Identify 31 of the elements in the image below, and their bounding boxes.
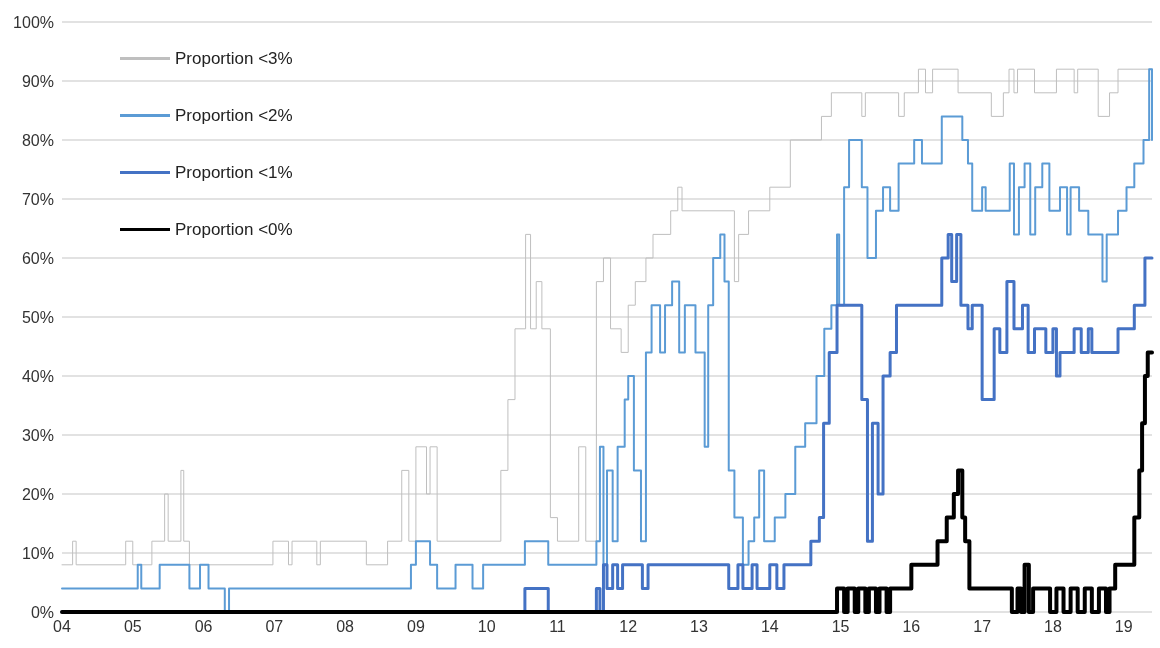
- y-tick-label: 30%: [21, 426, 54, 444]
- x-tick-label: 15: [831, 617, 850, 635]
- y-tick-label: 20%: [21, 485, 54, 503]
- x-tick-label: 18: [1044, 617, 1062, 635]
- y-tick-label: 100%: [13, 13, 54, 31]
- legend-label: Proportion <0%: [175, 220, 293, 239]
- legend-label: Proportion <1%: [175, 163, 293, 182]
- y-tick-label: 10%: [21, 544, 54, 562]
- legend-label: Proportion <2%: [175, 106, 293, 125]
- y-tick-label: 0%: [30, 603, 54, 621]
- x-tick-label: 06: [194, 617, 213, 635]
- x-tick-label: 14: [760, 617, 779, 635]
- x-tick-label: 10: [477, 617, 496, 635]
- y-tick-label: 70%: [21, 190, 54, 208]
- x-tick-label: 11: [549, 617, 566, 635]
- x-tick-label: 07: [265, 617, 284, 635]
- y-tick-label: 80%: [21, 131, 54, 149]
- x-tick-label: 16: [902, 617, 921, 635]
- x-tick-label: 17: [973, 617, 992, 635]
- y-tick-label: 40%: [21, 367, 54, 385]
- x-tick-label: 05: [123, 617, 142, 635]
- x-tick-label: 12: [619, 617, 638, 635]
- x-tick-label: 04: [53, 617, 71, 635]
- x-tick-label: 08: [336, 617, 355, 635]
- y-tick-label: 90%: [21, 72, 54, 90]
- x-tick-label: 19: [1114, 617, 1133, 635]
- y-tick-label: 50%: [21, 308, 54, 326]
- x-tick-label: 13: [690, 617, 709, 635]
- y-tick-label: 60%: [21, 249, 54, 267]
- legend-label: Proportion <3%: [175, 49, 293, 68]
- x-tick-label: 09: [407, 617, 425, 635]
